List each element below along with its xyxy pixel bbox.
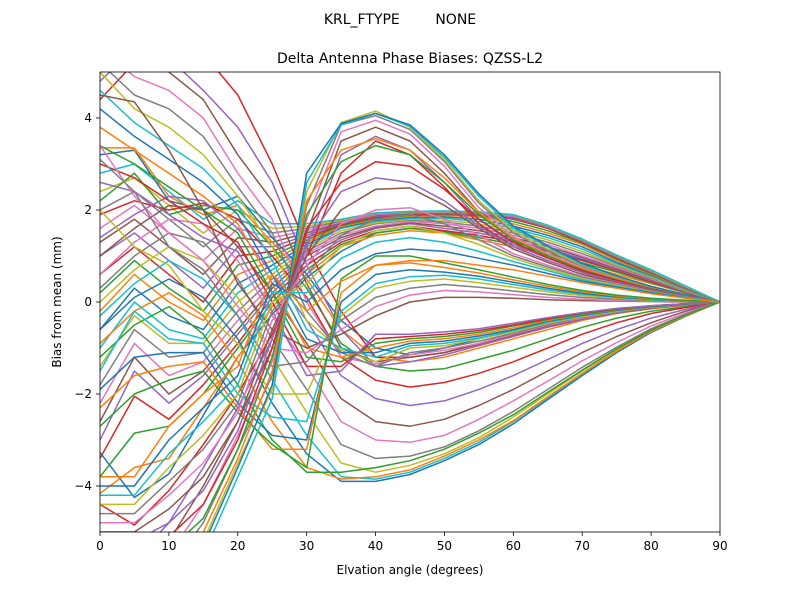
series-line-s05	[100, 223, 720, 441]
series-line-s28	[100, 232, 720, 460]
series-line-s49	[100, 209, 720, 395]
x-tick-label: 40	[368, 539, 383, 553]
series-line-s62	[202, 137, 720, 532]
series-line-s25	[100, 195, 720, 407]
x-axis-label: Elvation angle (degrees)	[337, 563, 484, 577]
y-tick-label: 2	[84, 203, 92, 217]
series-line-s70	[100, 236, 720, 496]
y-axis: −4 −2 0 2 4	[74, 111, 100, 493]
x-tick-label: 30	[299, 539, 314, 553]
x-tick-label: 0	[96, 539, 104, 553]
series-line-s23	[100, 172, 720, 372]
series-line-s11	[100, 216, 720, 331]
series-line-s51	[100, 269, 720, 441]
series-line-s65	[150, 177, 720, 532]
series-line-s45	[100, 181, 720, 377]
x-tick-label: 60	[506, 539, 521, 553]
y-axis-label: Bias from mean (mm)	[50, 236, 64, 367]
series-line-s47	[100, 145, 720, 354]
series-line-s66	[100, 187, 720, 532]
series-lines	[100, 72, 720, 532]
x-axis: 0 10 20 30 40 50 60 70 80 90	[96, 532, 728, 553]
series-line-s12	[100, 214, 720, 322]
series-line-s69	[100, 225, 720, 506]
x-tick-label: 20	[230, 539, 245, 553]
series-line-s31	[100, 278, 720, 483]
series-line-s20	[100, 163, 720, 303]
series-line-s67	[100, 206, 720, 524]
series-line-s64	[172, 160, 720, 532]
series-line-s33	[100, 301, 720, 473]
x-tick-label: 50	[437, 539, 452, 553]
series-line-s52	[100, 262, 720, 450]
series-line-s61	[208, 112, 720, 532]
series-line-s53	[100, 255, 720, 469]
y-tick-label: −4	[74, 479, 92, 493]
chart-suptitle: KRL_FTYPE NONE	[324, 12, 476, 28]
series-line-s68	[100, 213, 720, 515]
x-tick-label: 90	[712, 539, 727, 553]
series-line-s10	[100, 217, 720, 349]
series-line-s72	[100, 259, 720, 478]
y-tick-label: −2	[74, 387, 92, 401]
x-tick-label: 80	[643, 539, 658, 553]
series-line-s71	[100, 248, 720, 487]
series-line-s48	[100, 158, 720, 368]
y-tick-label: 4	[84, 111, 92, 125]
x-tick-label: 10	[161, 539, 176, 553]
series-line-s32	[100, 292, 720, 480]
x-tick-label: 70	[575, 539, 590, 553]
chart-title: Delta Antenna Phase Biases: QZSS-L2	[277, 51, 543, 67]
series-line-s24	[100, 200, 720, 388]
y-tick-label: 0	[84, 295, 92, 309]
